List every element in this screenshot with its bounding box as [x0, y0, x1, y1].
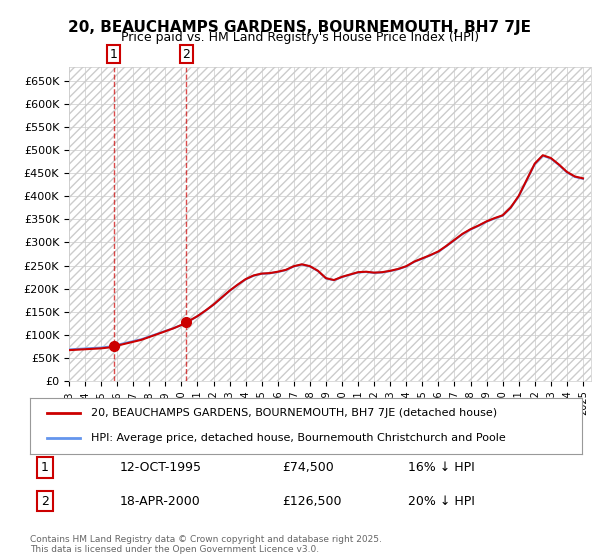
Text: £126,500: £126,500: [282, 494, 341, 508]
Text: 2: 2: [41, 494, 49, 508]
Text: 2: 2: [182, 48, 190, 61]
Text: 12-OCT-1995: 12-OCT-1995: [120, 461, 202, 474]
Text: 1: 1: [110, 48, 118, 61]
Text: 20, BEAUCHAMPS GARDENS, BOURNEMOUTH, BH7 7JE: 20, BEAUCHAMPS GARDENS, BOURNEMOUTH, BH7…: [68, 20, 532, 35]
Text: 16% ↓ HPI: 16% ↓ HPI: [408, 461, 475, 474]
Text: 1: 1: [41, 461, 49, 474]
Bar: [69, 67, 591, 381]
Text: HPI: Average price, detached house, Bournemouth Christchurch and Poole: HPI: Average price, detached house, Bour…: [91, 433, 505, 443]
Text: 20% ↓ HPI: 20% ↓ HPI: [408, 494, 475, 508]
Text: Price paid vs. HM Land Registry's House Price Index (HPI): Price paid vs. HM Land Registry's House …: [121, 31, 479, 44]
Text: 18-APR-2000: 18-APR-2000: [120, 494, 201, 508]
Text: Contains HM Land Registry data © Crown copyright and database right 2025.
This d: Contains HM Land Registry data © Crown c…: [30, 535, 382, 554]
Text: £74,500: £74,500: [282, 461, 334, 474]
Text: 20, BEAUCHAMPS GARDENS, BOURNEMOUTH, BH7 7JE (detached house): 20, BEAUCHAMPS GARDENS, BOURNEMOUTH, BH7…: [91, 408, 497, 418]
